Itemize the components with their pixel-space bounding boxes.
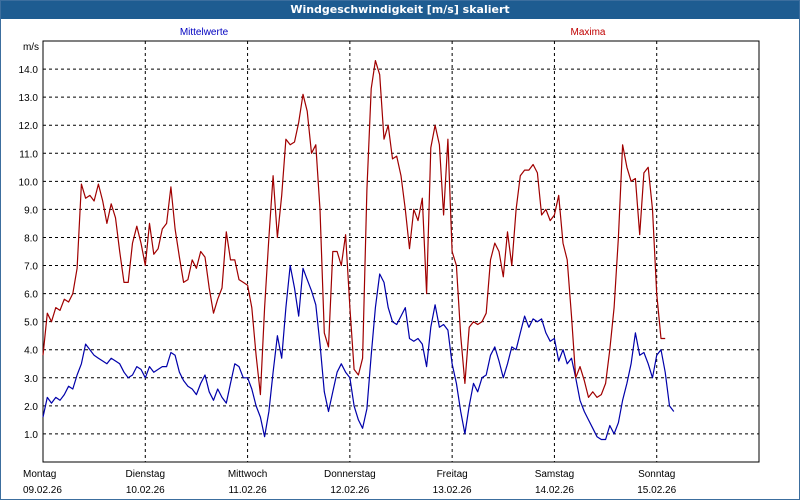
y-tick-label: 10.0 <box>19 177 39 188</box>
x-tick-date: 12.02.26 <box>330 485 369 496</box>
y-tick-label: 14.0 <box>19 65 39 76</box>
y-tick-label: 2.0 <box>24 402 38 413</box>
x-tick-date: 15.02.26 <box>637 485 676 496</box>
legend-mittelwerte: Mittelwerte <box>180 27 229 38</box>
series-line-maxima <box>42 59 666 398</box>
x-tick-date: 14.02.26 <box>535 485 574 496</box>
y-tick-label: 5.0 <box>24 318 38 329</box>
y-tick-label: 8.0 <box>24 233 38 244</box>
x-tick-day: Montag <box>23 469 56 480</box>
y-tick-label: 4.0 <box>24 346 38 357</box>
x-tick-date: 11.02.26 <box>228 485 267 496</box>
y-tick-label: 7.0 <box>24 262 38 273</box>
x-tick-date: 10.02.26 <box>126 485 165 496</box>
x-tick-day: Donnerstag <box>324 469 376 480</box>
x-tick-labels: Montag 09.02.26 Dienstag 10.02.26 Mittwoch 11… <box>23 469 677 496</box>
series-lines <box>42 59 675 441</box>
legend-maxima: Maxima <box>570 27 605 38</box>
x-tick-day: Freitag <box>437 469 468 480</box>
x-tick-day: Samstag <box>535 469 574 480</box>
window-title: Windgeschwindigkeit [m/s] skaliert <box>1 1 799 19</box>
x-tick-day: Mittwoch <box>228 469 267 480</box>
x-tick-date: 13.02.26 <box>433 485 472 496</box>
y-tick-label: 6.0 <box>24 290 38 301</box>
y-tick-label: 1.0 <box>24 430 38 441</box>
x-tick-date: 09.02.26 <box>23 485 62 496</box>
y-tick-label: 9.0 <box>24 205 38 216</box>
x-tick-day: Sonntag <box>638 469 675 480</box>
series-line-mittelwerte <box>42 264 675 441</box>
y-tick-label: 13.0 <box>19 93 39 104</box>
y-tick-label: 11.0 <box>19 149 38 160</box>
y-tick-labels: 1.0 2.0 3.0 4.0 5.0 6.0 7.0 8.0 9.0 10.0 11.0 12.0 1… <box>19 65 39 441</box>
y-axis-unit-label: m/s <box>23 42 39 53</box>
plot-frame <box>42 40 760 463</box>
grid-lines <box>42 40 760 463</box>
x-tick-day: Dienstag <box>126 469 165 480</box>
y-tick-label: 12.0 <box>19 121 39 132</box>
y-tick-label: 3.0 <box>24 374 38 385</box>
